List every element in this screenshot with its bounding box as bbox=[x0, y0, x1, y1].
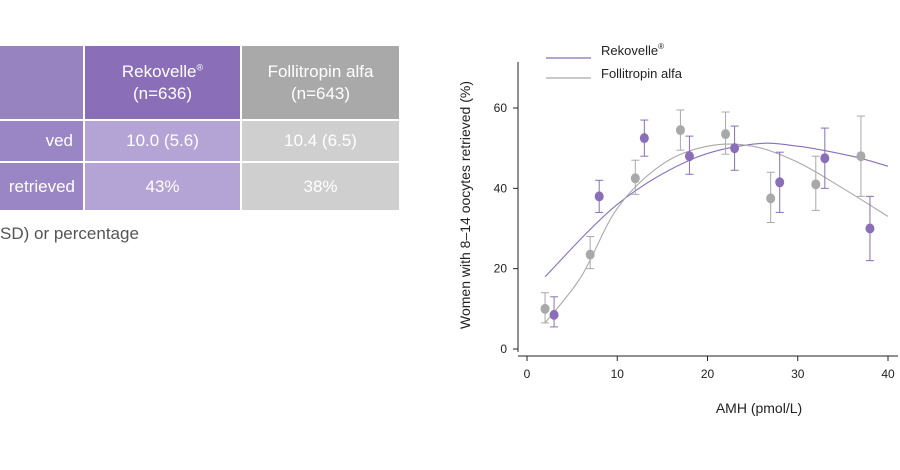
table-footnote: SD) or percentage bbox=[0, 224, 139, 243]
data-point-follitropin bbox=[675, 125, 685, 136]
data-points bbox=[540, 125, 875, 320]
rekovelle-header-n: (n=636) bbox=[132, 83, 193, 103]
y-tick-label: 40 bbox=[494, 181, 508, 195]
follitropin-header-n: (n=643) bbox=[290, 83, 351, 103]
error-bars bbox=[541, 109, 874, 328]
table-row-2-label: retrieved bbox=[0, 163, 83, 210]
data-point-follitropin bbox=[721, 129, 731, 140]
data-point-rekovelle bbox=[684, 151, 694, 162]
y-axis-label: Women with 8–14 oocytes retrieved (%) bbox=[457, 81, 473, 329]
y-ticks: 0 20 40 60 bbox=[494, 101, 518, 356]
x-tick-label: 0 bbox=[524, 367, 531, 381]
data-point-follitropin bbox=[766, 193, 776, 204]
table-row-1-follitropin: 10.4 (6.5) bbox=[242, 121, 399, 161]
data-point-rekovelle bbox=[639, 133, 649, 144]
legend-label-rekovelle: Rekovelle® bbox=[601, 42, 664, 58]
x-ticks: 0 10 20 30 40 bbox=[524, 356, 895, 381]
table-row-2-rekovelle: 43% bbox=[85, 163, 240, 210]
legend-registered-mark: ® bbox=[658, 42, 664, 51]
y-tick-label: 20 bbox=[494, 262, 508, 276]
table-row-2-follitropin: 38% bbox=[242, 163, 399, 210]
legend-rekovelle-name: Rekovelle bbox=[601, 43, 658, 58]
legend-label-follitropin: Follitropin alfa bbox=[601, 66, 683, 81]
y-tick-label: 0 bbox=[500, 342, 507, 356]
table-header-blank bbox=[0, 46, 83, 119]
x-tick-label: 30 bbox=[791, 367, 805, 381]
x-tick-label: 40 bbox=[881, 367, 895, 381]
x-tick-label: 20 bbox=[701, 367, 715, 381]
data-point-follitropin bbox=[585, 249, 595, 260]
table-row-1-rekovelle: 10.0 (5.6) bbox=[85, 121, 240, 161]
data-point-rekovelle bbox=[549, 309, 559, 320]
fit-curve-follitropin bbox=[544, 143, 889, 324]
registered-mark: ® bbox=[196, 62, 204, 73]
y-tick-label: 60 bbox=[494, 101, 508, 115]
table-header-follitropin: Follitropin alfa (n=643) bbox=[242, 46, 399, 119]
table-row-1-label: ved bbox=[0, 121, 83, 161]
x-tick-label: 10 bbox=[611, 367, 625, 381]
x-axis-label: AMH (pmol/L) bbox=[716, 400, 802, 416]
data-point-rekovelle bbox=[775, 177, 785, 188]
data-point-follitropin bbox=[630, 173, 640, 184]
data-point-rekovelle bbox=[820, 153, 830, 164]
data-point-rekovelle bbox=[730, 143, 740, 154]
follitropin-header-name: Follitropin alfa bbox=[267, 62, 374, 82]
chart-axes bbox=[517, 62, 898, 357]
data-point-rekovelle bbox=[865, 223, 875, 234]
data-point-rekovelle bbox=[594, 191, 604, 202]
fit-curves bbox=[544, 142, 889, 324]
table-header-rekovelle: Rekovelle® (n=636) bbox=[85, 46, 240, 119]
rekovelle-header-name: Rekovelle bbox=[121, 62, 197, 82]
data-point-follitropin bbox=[856, 151, 866, 162]
chart-legend: Rekovelle® Follitropin alfa bbox=[546, 42, 683, 81]
data-point-follitropin bbox=[540, 303, 550, 314]
comparison-table: Rekovelle® (n=636) Follitropin alfa (n=6… bbox=[0, 0, 400, 260]
fit-curve-rekovelle bbox=[544, 142, 889, 278]
data-point-follitropin bbox=[811, 179, 821, 190]
